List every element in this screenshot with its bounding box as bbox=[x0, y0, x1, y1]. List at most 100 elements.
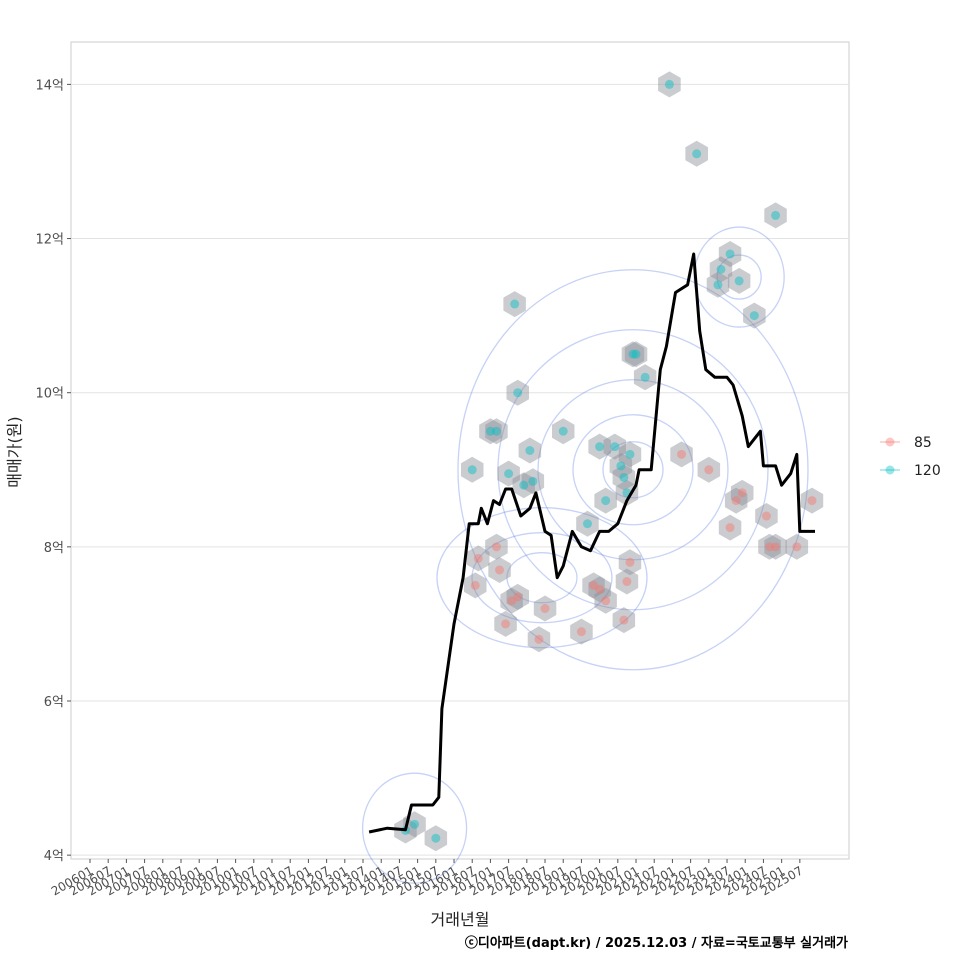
data-point-120 bbox=[640, 372, 650, 382]
data-point-85 bbox=[771, 542, 781, 552]
hexbin-cell bbox=[494, 610, 517, 637]
hexbin-cell bbox=[633, 364, 657, 391]
y-tick-label: 14억 bbox=[35, 78, 64, 93]
hexbin-cell bbox=[506, 583, 529, 610]
data-point-85 bbox=[619, 615, 629, 625]
hexbin-cell bbox=[718, 241, 742, 267]
data-point-120 bbox=[619, 472, 629, 482]
data-point-85 bbox=[792, 542, 802, 552]
data-point-85 bbox=[622, 577, 632, 587]
hexbin-cell bbox=[512, 472, 535, 499]
data-point-120 bbox=[410, 819, 420, 829]
hexbin-cell bbox=[718, 514, 742, 541]
density-contour bbox=[436, 507, 648, 649]
hexbin-cell bbox=[618, 441, 642, 468]
hexbin-cell bbox=[615, 568, 639, 595]
y-tick-label: 6억 bbox=[44, 695, 64, 710]
data-point-120 bbox=[510, 299, 520, 309]
data-point-85 bbox=[507, 596, 517, 606]
data-point-120 bbox=[692, 149, 702, 159]
hexbin-cell bbox=[670, 441, 693, 468]
hexbin-cell bbox=[497, 460, 520, 487]
data-point-85 bbox=[761, 511, 771, 521]
hexbin-cell bbox=[609, 452, 633, 479]
hexbin-cell bbox=[424, 825, 448, 852]
hexbin-cell bbox=[743, 302, 766, 329]
data-point-85 bbox=[764, 542, 774, 552]
scatter-points bbox=[400, 79, 817, 843]
legend-label-120: 120 bbox=[914, 463, 941, 479]
density-contour bbox=[716, 254, 762, 300]
median-price-line bbox=[368, 252, 815, 834]
data-point-120 bbox=[558, 426, 568, 436]
data-point-120 bbox=[771, 210, 781, 220]
hexbin-cell bbox=[488, 557, 511, 583]
hexbin-cell bbox=[594, 587, 617, 614]
hexbin-cell bbox=[603, 433, 626, 460]
data-point-85 bbox=[495, 565, 505, 575]
hexbin-cell bbox=[464, 572, 487, 599]
data-point-120 bbox=[664, 79, 674, 89]
data-point-120 bbox=[716, 264, 726, 274]
data-point-120 bbox=[485, 426, 495, 436]
data-point-85 bbox=[704, 465, 714, 475]
hexbin-cell bbox=[685, 140, 708, 167]
data-point-120 bbox=[513, 388, 523, 398]
data-point-120 bbox=[725, 249, 735, 259]
plot-panel bbox=[70, 41, 850, 860]
density-contour bbox=[506, 552, 578, 604]
data-point-85 bbox=[601, 596, 611, 606]
hexbin-cell bbox=[506, 379, 529, 406]
hexbin-cell bbox=[800, 487, 824, 514]
hexbin-cell bbox=[615, 479, 639, 506]
data-point-85 bbox=[501, 619, 511, 629]
data-point-85 bbox=[595, 584, 605, 594]
legend-key-120-dot bbox=[885, 465, 895, 475]
data-point-120 bbox=[616, 461, 626, 471]
hexbin-cell bbox=[500, 587, 523, 614]
density-contour bbox=[537, 379, 729, 561]
hexbin-cell bbox=[621, 341, 645, 368]
data-point-120 bbox=[713, 280, 723, 290]
data-point-85 bbox=[737, 488, 747, 498]
hexbin-cell bbox=[552, 418, 575, 445]
density-contour bbox=[457, 269, 809, 671]
data-point-85 bbox=[576, 627, 586, 637]
data-point-120 bbox=[625, 449, 635, 459]
hexbin-cell bbox=[764, 533, 787, 560]
data-point-120 bbox=[525, 446, 535, 455]
legend-key-85-dot bbox=[885, 437, 895, 447]
hexbin-cell bbox=[588, 433, 611, 460]
data-point-85 bbox=[473, 553, 483, 563]
hexbin-cell bbox=[785, 533, 809, 560]
data-point-120 bbox=[595, 442, 605, 452]
x-axis-title: 거래년월 bbox=[431, 910, 490, 929]
hexbin-cell bbox=[612, 607, 636, 634]
hexbin-cell bbox=[533, 595, 557, 622]
data-point-85 bbox=[540, 604, 550, 614]
data-point-85 bbox=[491, 542, 501, 552]
hexbin-cell bbox=[764, 202, 787, 229]
hexbin-cell bbox=[503, 291, 526, 318]
hexbin-cell bbox=[479, 418, 502, 445]
median-line-path bbox=[368, 252, 815, 834]
data-point-120 bbox=[431, 833, 441, 843]
hexbin-cell bbox=[658, 71, 681, 98]
data-point-85 bbox=[589, 580, 599, 590]
data-point-120 bbox=[628, 349, 638, 359]
hexbin-cell bbox=[521, 468, 545, 495]
density-contour bbox=[602, 441, 664, 499]
hexbin-cell bbox=[582, 572, 605, 599]
density-contour bbox=[572, 414, 694, 526]
density-contour bbox=[361, 772, 468, 884]
y-axis-ticks: 4억 6억 8억 10억 12억 14억 bbox=[35, 78, 71, 864]
hexbin-cell bbox=[485, 418, 508, 445]
y-tick-label: 4억 bbox=[44, 849, 64, 864]
data-point-120 bbox=[631, 349, 641, 359]
hexbin-cell bbox=[518, 437, 542, 464]
hexbin-cell bbox=[485, 533, 508, 560]
hexbin-cell bbox=[570, 618, 593, 645]
hexbin-cell bbox=[730, 479, 754, 506]
data-point-120 bbox=[467, 465, 477, 475]
